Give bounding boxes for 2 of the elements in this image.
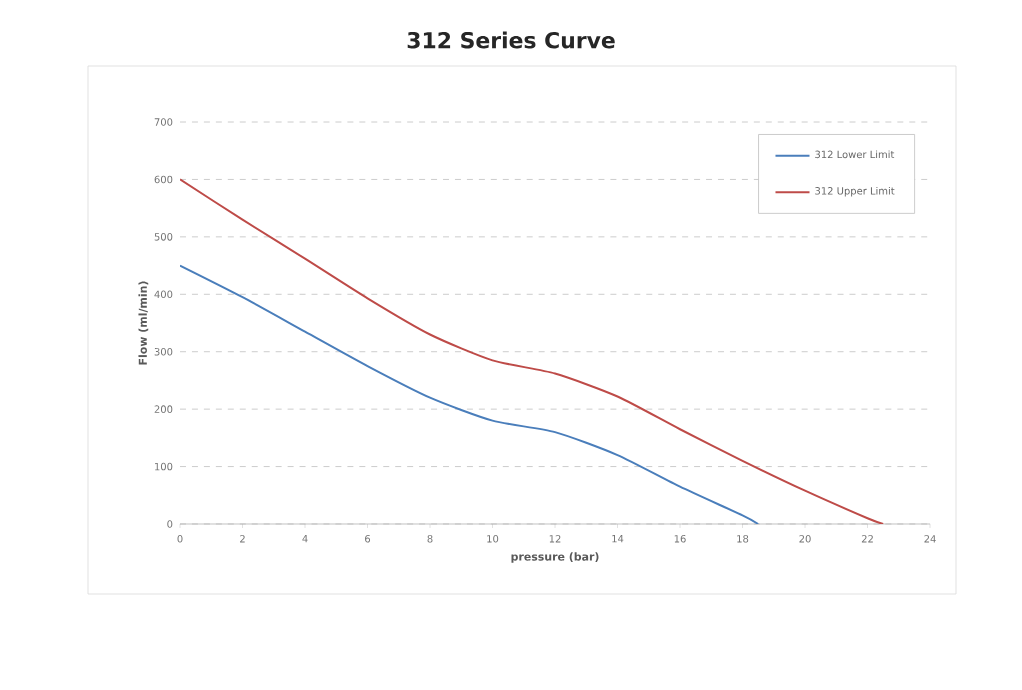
line-series bbox=[180, 264, 760, 524]
chart-title: 312 Series Curve bbox=[407, 31, 615, 49]
